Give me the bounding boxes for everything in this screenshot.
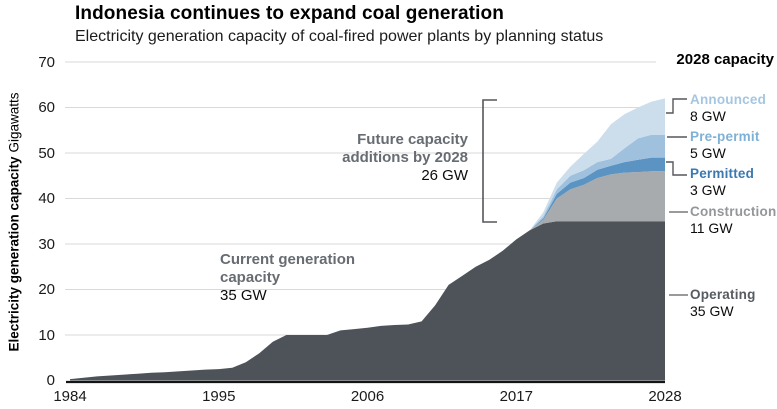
future-capacity-annotation-line2: additions by 2028 [342,149,468,166]
y-tick-label-30: 30 [38,235,55,253]
x-tick-label-2017: 2017 [499,388,533,405]
right-panel-header: 2028 capacity [676,51,774,68]
legend-item-pre-permit: Pre-permit 5 GW [690,129,760,161]
permitted-connector-line [666,161,687,176]
y-tick-label-10: 10 [38,326,55,344]
legend-value-announced: 8 GW [690,108,726,124]
legend-label-permitted: Permitted [690,166,755,181]
y-tick-label-40: 40 [38,190,55,207]
area-operating [70,221,665,381]
legend-value-permitted: 3 GW [690,182,726,198]
y-tick-label-20: 20 [38,281,55,298]
announced-connector-line [666,98,687,114]
y-tick-label-60: 60 [38,99,55,116]
future-capacity-annotation-line1: Future capacity [357,131,468,148]
legend-label-pre-permit: Pre-permit [690,129,760,144]
y-tick-label-70: 70 [38,53,55,71]
legend-value-construction: 11 GW [690,220,733,236]
current-capacity-annotation-line1: Current generation [220,251,356,268]
legend-label-construction: Construction [690,204,777,219]
x-tick-label-1984: 1984 [53,388,87,405]
current-capacity-annotation-line2: capacity [220,269,281,286]
legend-item-announced: Announced 8 GW [690,92,766,124]
future-capacity-annotation-value: 26 GW [421,167,468,184]
current-capacity-annotation-value: 35 GW [220,287,267,304]
legend-label-announced: Announced [690,92,767,107]
future-capacity-annotation: Future capacity additions by 2028 26 GW [342,131,468,185]
stacked-areas [70,98,665,381]
legend-item-operating: Operating 35 GW [690,287,756,319]
legend-value-pre-permit: 5 GW [690,145,726,161]
x-tick-label-2006: 2006 [350,388,385,405]
page-subtitle: Electricity generation capacity of coal-… [75,28,604,45]
legend-label-operating: Operating [690,287,756,302]
x-tick-label-1995: 1995 [202,388,236,405]
future-additions-bracket [482,99,497,223]
x-tick-label-2028: 2028 [648,388,682,405]
current-capacity-annotation: Current generation capacity 35 GW [220,251,355,305]
legend-item-permitted: Permitted 3 GW [690,166,754,198]
legend-item-construction: Construction 11 GW [690,204,776,236]
page-title: Indonesia continues to expand coal gener… [75,3,504,24]
y-tick-label-0: 0 [46,372,55,389]
legend-value-operating: 35 GW [690,303,734,319]
area-construction [70,171,665,380]
y-tick-label-50: 50 [38,144,55,162]
